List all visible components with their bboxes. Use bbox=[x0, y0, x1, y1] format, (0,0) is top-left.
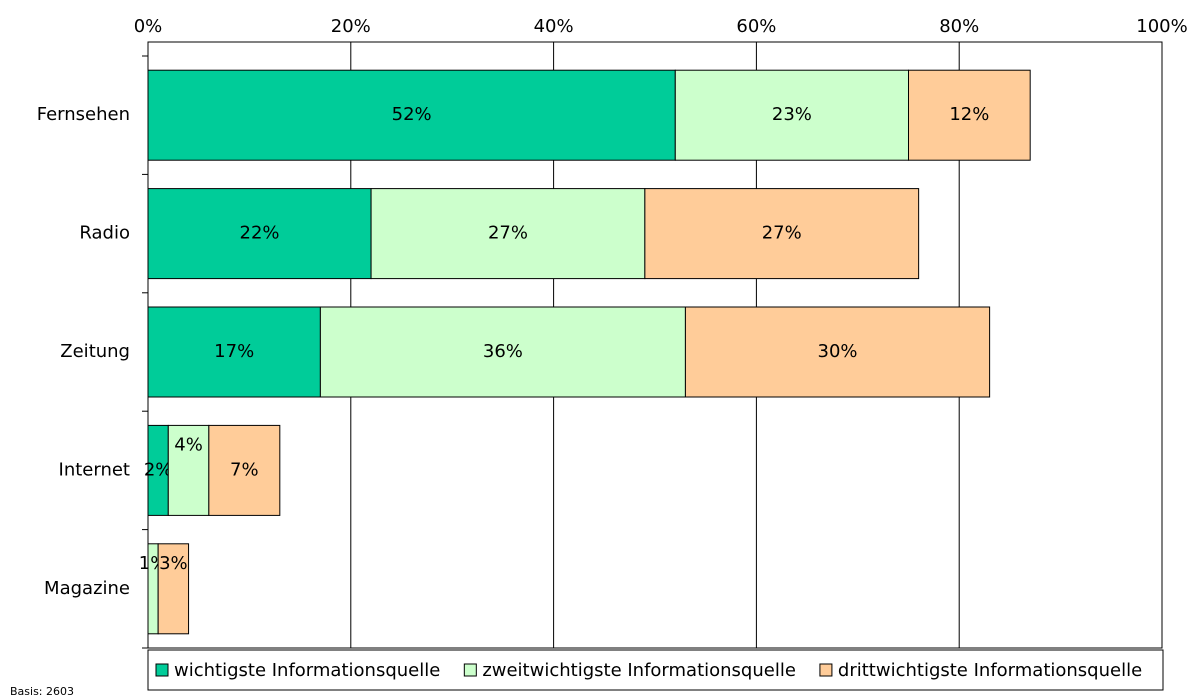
y-tick-label: Radio bbox=[79, 223, 130, 244]
bar-segment bbox=[370, 188, 646, 280]
data-label: 30% bbox=[818, 341, 858, 362]
bar-segment bbox=[147, 188, 372, 280]
bar-segment bbox=[684, 306, 991, 398]
bar-segment bbox=[147, 306, 321, 398]
bar-segment bbox=[167, 424, 210, 516]
bar-segment bbox=[157, 543, 190, 635]
legend-swatch bbox=[155, 663, 169, 677]
bar-segment bbox=[644, 188, 920, 280]
legend-swatch bbox=[819, 663, 833, 677]
data-label: 4% bbox=[174, 434, 203, 455]
y-tick-label: Internet bbox=[59, 459, 130, 480]
data-label: 27% bbox=[762, 223, 802, 244]
legend-label: drittwichtigste Informationsquelle bbox=[838, 660, 1142, 681]
x-tick-label: 20% bbox=[331, 16, 371, 37]
bar-segment bbox=[908, 69, 1031, 161]
data-label: 36% bbox=[483, 341, 523, 362]
y-tick-label: Zeitung bbox=[60, 341, 130, 362]
y-tick-label: Fernsehen bbox=[37, 104, 130, 125]
data-label: 12% bbox=[949, 104, 989, 125]
bar-segment bbox=[147, 69, 676, 161]
data-label: 23% bbox=[772, 104, 812, 125]
bar-segment bbox=[208, 424, 281, 516]
data-label: 3% bbox=[159, 553, 188, 574]
data-label: 2% bbox=[144, 459, 173, 480]
data-label: 7% bbox=[230, 459, 259, 480]
x-tick-label: 40% bbox=[534, 16, 574, 37]
data-label: 52% bbox=[392, 104, 432, 125]
x-tick-label: 80% bbox=[939, 16, 979, 37]
legend-box bbox=[147, 649, 1164, 691]
legend-label: zweitwichtigste Informationsquelle bbox=[482, 660, 796, 681]
x-tick-label: 100% bbox=[1136, 16, 1187, 37]
data-label: 27% bbox=[488, 223, 528, 244]
data-label: 22% bbox=[240, 223, 280, 244]
legend-swatch bbox=[463, 663, 477, 677]
footnote: Basis: 2603 bbox=[10, 685, 74, 698]
y-tick-label: Magazine bbox=[44, 578, 130, 599]
x-tick-label: 60% bbox=[736, 16, 776, 37]
legend-label: wichtigste Informationsquelle bbox=[174, 660, 440, 681]
x-tick-label: 0% bbox=[134, 16, 163, 37]
data-label: 17% bbox=[214, 341, 254, 362]
